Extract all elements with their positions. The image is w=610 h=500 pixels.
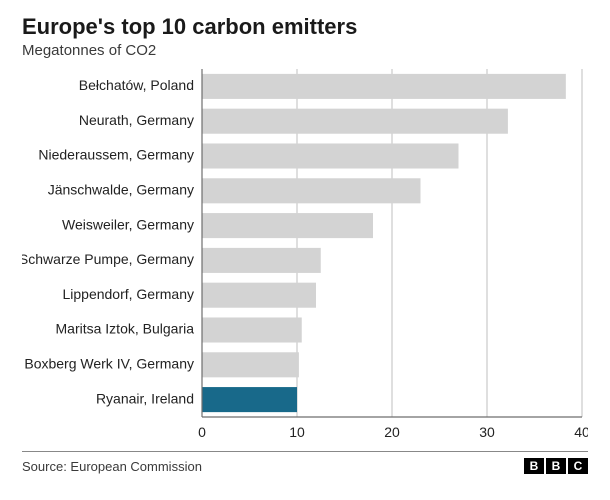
x-tick-label: 20: [384, 424, 400, 440]
x-tick-label: 40: [574, 424, 588, 440]
bar: [202, 143, 459, 168]
bar: [202, 387, 297, 412]
bar-label: Schwarze Pumpe, Germany: [22, 251, 194, 267]
x-tick-label: 30: [479, 424, 495, 440]
chart-area: 0 10 20 30 40 Bełchatów, Poland Neurath, Germa…: [22, 65, 588, 445]
bar: [202, 283, 316, 308]
bar-label: Lippendorf, Germany: [62, 286, 194, 302]
bar: [202, 352, 299, 377]
bar: [202, 109, 508, 134]
bar: [202, 213, 373, 238]
bar: [202, 317, 302, 342]
chart-footer: Source: European Commission BBC: [22, 451, 588, 474]
bar-chart: 0 10 20 30 40 Bełchatów, Poland Neurath, Germa…: [22, 65, 588, 445]
bar: [202, 248, 321, 273]
bar-label: Bełchatów, Poland: [79, 77, 194, 93]
x-tick-label: 10: [289, 424, 305, 440]
bar-label: Weisweiler, Germany: [62, 216, 194, 232]
chart-subtitle: Megatonnes of CO2: [22, 42, 588, 59]
bbc-logo-block: B: [546, 458, 566, 474]
bar: [202, 74, 566, 99]
bar-label: Jänschwalde, Germany: [48, 182, 194, 198]
bbc-logo-block: C: [568, 458, 588, 474]
chart-container: Europe's top 10 carbon emitters Megatonn…: [0, 0, 610, 484]
bbc-logo: BBC: [524, 458, 588, 474]
bar-label: Ryanair, Ireland: [96, 390, 194, 406]
bar-label: Maritsa Iztok, Bulgaria: [56, 321, 195, 337]
bbc-logo-block: B: [524, 458, 544, 474]
bar: [202, 178, 421, 203]
bar-label: Niederaussem, Germany: [38, 147, 194, 163]
bar-label: Boxberg Werk IV, Germany: [24, 356, 194, 372]
bar-label: Neurath, Germany: [79, 112, 194, 128]
chart-title: Europe's top 10 carbon emitters: [22, 14, 588, 40]
x-tick-label: 0: [198, 424, 206, 440]
source-label: Source: European Commission: [22, 459, 202, 474]
